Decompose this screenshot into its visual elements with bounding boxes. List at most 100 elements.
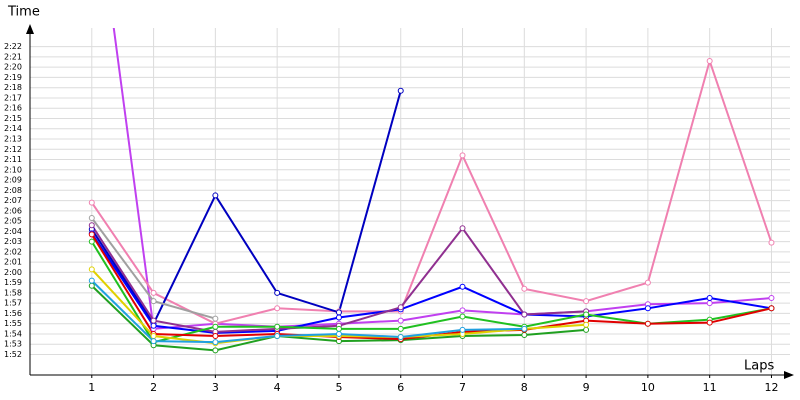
y-tick-label: 2:02 (4, 247, 22, 256)
point (150, 333, 157, 340)
x-tick-label: 9 (583, 381, 590, 394)
y-tick-label: 2:08 (4, 186, 22, 195)
point (397, 334, 404, 341)
point (88, 199, 95, 206)
point (583, 326, 590, 333)
x-tick-label: 6 (397, 381, 404, 394)
point (150, 338, 157, 345)
point (768, 295, 775, 302)
y-tick-label: 2:18 (4, 83, 22, 92)
point (212, 323, 219, 330)
y-tick-label: 2:10 (4, 165, 22, 174)
point (459, 313, 466, 320)
y-tick-label: 2:16 (4, 104, 22, 113)
y-tick-label: 2:19 (4, 73, 22, 82)
point (88, 231, 95, 238)
point (150, 298, 157, 305)
point (768, 305, 775, 312)
x-tick-label: 1 (88, 381, 95, 394)
y-tick-label: 2:14 (4, 124, 22, 133)
point (335, 309, 342, 316)
point (335, 314, 342, 321)
point (706, 319, 713, 326)
y-tick-label: 1:56 (4, 309, 22, 318)
point (212, 333, 219, 340)
y-tick-label: 2:17 (4, 93, 22, 102)
point (521, 325, 528, 332)
x-tick-label: 8 (521, 381, 528, 394)
point (274, 305, 281, 312)
y-tick-label: 2:04 (4, 227, 22, 236)
y-tick-label: 1:58 (4, 288, 22, 297)
point (88, 282, 95, 289)
point (212, 339, 219, 346)
y-tick-label: 1:53 (4, 340, 22, 349)
y-tick-label: 2:12 (4, 145, 22, 154)
y-tick-label: 2:21 (4, 52, 22, 61)
point (88, 215, 95, 222)
point (706, 300, 713, 307)
y-tick-label: 2:09 (4, 176, 22, 185)
point (88, 222, 95, 229)
point (397, 87, 404, 94)
point (459, 326, 466, 333)
point (583, 298, 590, 305)
point (274, 323, 281, 330)
x-tick-label: 3 (212, 381, 219, 394)
point (335, 330, 342, 337)
point (644, 279, 651, 286)
y-tick-label: 1:57 (4, 299, 22, 308)
point (150, 322, 157, 329)
y-tick-label: 2:06 (4, 206, 22, 215)
point (459, 152, 466, 159)
x-tick-label: 7 (459, 381, 466, 394)
x-tick-label: 10 (641, 381, 655, 394)
x-axis-arrow (784, 371, 794, 379)
point (644, 320, 651, 327)
point (397, 317, 404, 324)
point (212, 192, 219, 199)
y-tick-label: 2:20 (4, 63, 22, 72)
y-tick-label: 1:52 (4, 350, 22, 359)
y-tick-label: 1:55 (4, 319, 22, 328)
y-tick-label: 2:11 (4, 155, 22, 164)
point (459, 283, 466, 290)
point (88, 238, 95, 245)
y-tick-label: 2:03 (4, 237, 22, 246)
point (335, 325, 342, 332)
point (274, 289, 281, 296)
x-tick-label: 11 (703, 381, 717, 394)
x-tick-label: 5 (335, 381, 342, 394)
point (583, 311, 590, 318)
point (583, 321, 590, 328)
point (521, 285, 528, 292)
point (459, 307, 466, 314)
point (459, 225, 466, 232)
y-tick-label: 2:07 (4, 196, 22, 205)
point (150, 317, 157, 324)
point (768, 239, 775, 246)
point (397, 325, 404, 332)
y-tick-label: 2:00 (4, 268, 22, 277)
point (521, 331, 528, 338)
y-tick-label: 2:01 (4, 258, 22, 267)
x-tick-label: 12 (764, 381, 778, 394)
y-tick-label: 1:59 (4, 278, 22, 287)
point (706, 58, 713, 65)
series-line (90, 232, 772, 334)
point (644, 305, 651, 312)
plot (88, 28, 775, 354)
y-tick-label: 2:13 (4, 135, 22, 144)
point (706, 295, 713, 302)
y-axis-label: Time (7, 5, 40, 20)
series-line (90, 57, 773, 325)
point (212, 315, 219, 322)
y-tick-label: 1:54 (4, 329, 22, 338)
y-tick-label: 2:05 (4, 217, 22, 226)
point (88, 266, 95, 273)
series-line (112, 28, 772, 330)
point (88, 277, 95, 284)
series-line (91, 279, 525, 344)
x-axis-label: Laps (744, 359, 774, 374)
